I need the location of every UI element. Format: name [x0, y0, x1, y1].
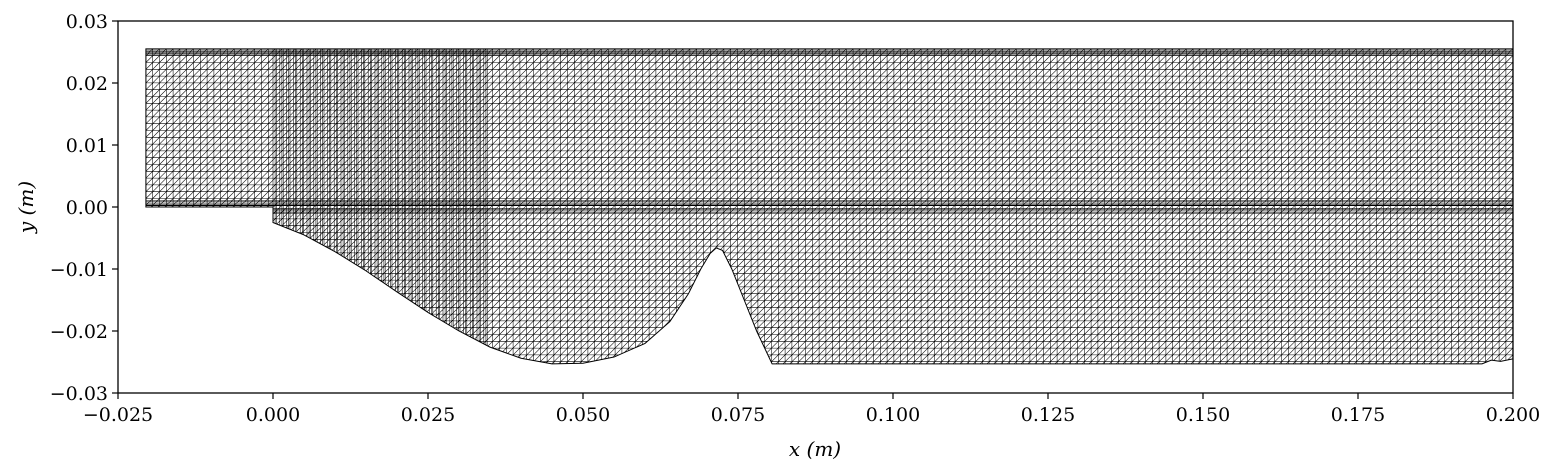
x-axis-label: x (m)	[789, 437, 841, 461]
x-tick-label: 0.100	[866, 404, 920, 426]
x-tick-label: 0.200	[1486, 404, 1540, 426]
x-tick-label: 0.125	[1021, 404, 1075, 426]
mesh-boundary	[145, 48, 1514, 365]
x-tick-label: −0.025	[83, 404, 153, 426]
y-axis: 0.03 0.02 0.01 0.00 −0.01 −0.02 −0.03	[50, 11, 118, 405]
y-axis-label: y (m)	[14, 181, 38, 234]
y-tick-label: 0.01	[66, 135, 108, 157]
y-tick-label: 0.00	[66, 197, 108, 219]
x-tick-label: 0.025	[401, 404, 455, 426]
x-axis: −0.025 0.000 0.025 0.050 0.075 0.100 0.125 0.15…	[83, 393, 1540, 426]
y-tick-label: −0.03	[50, 383, 108, 405]
x-tick-label: 0.050	[556, 404, 610, 426]
y-tick-label: 0.02	[66, 73, 108, 95]
x-tick-label: 0.075	[711, 404, 765, 426]
y-tick-label: −0.02	[50, 321, 108, 343]
y-tick-label: −0.01	[50, 259, 108, 281]
mesh-region	[145, 48, 1514, 365]
y-tick-label: 0.03	[66, 11, 108, 33]
x-tick-label: 0.150	[1176, 404, 1230, 426]
x-tick-label: 0.000	[246, 404, 300, 426]
x-tick-label: 0.175	[1331, 404, 1385, 426]
